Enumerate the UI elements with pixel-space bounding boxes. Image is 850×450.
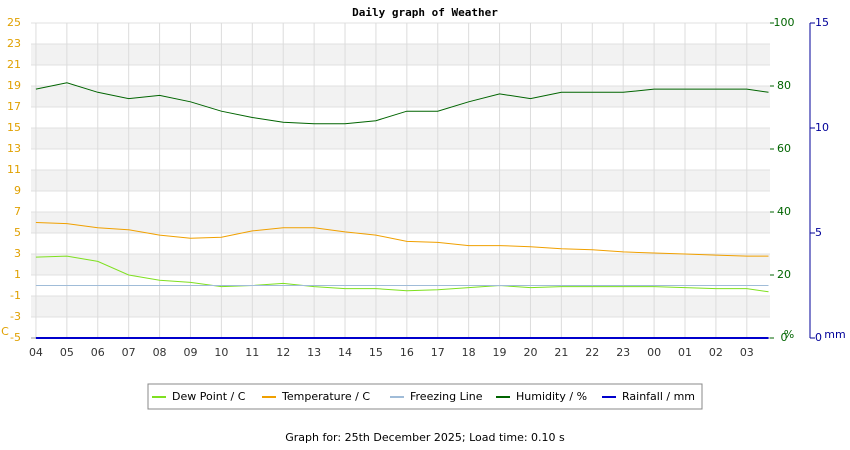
y2-axis-label: % <box>784 328 794 341</box>
y2-tick-label: 20 <box>777 268 791 281</box>
grid-band <box>31 254 770 275</box>
grid-band <box>31 86 770 107</box>
y3-tick-label: 10 <box>815 121 829 134</box>
y2-tick-label: 0 <box>781 331 788 344</box>
y-axis-label: C <box>1 325 9 338</box>
x-tick-label: 18 <box>462 346 476 359</box>
y-tick-label: 25 <box>7 16 21 29</box>
y-tick-label: 3 <box>14 247 21 260</box>
legend-label: Freezing Line <box>410 390 483 403</box>
y-tick-label: -3 <box>10 310 21 323</box>
x-tick-label: 11 <box>245 346 259 359</box>
y2-tick-label: 80 <box>777 79 791 92</box>
series-line <box>35 222 769 257</box>
x-tick-label: 04 <box>29 346 43 359</box>
y-tick-label: 1 <box>14 268 21 281</box>
x-tick-label: 13 <box>307 346 321 359</box>
x-tick-label: 17 <box>431 346 445 359</box>
chart-title: Daily graph of Weather <box>352 6 498 19</box>
grid-band <box>31 170 770 191</box>
x-tick-label: 05 <box>60 346 74 359</box>
grid-band <box>31 296 770 317</box>
series-line <box>35 255 769 293</box>
legend-label: Dew Point / C <box>172 390 246 403</box>
x-tick-label: 15 <box>369 346 383 359</box>
x-tick-label: 02 <box>709 346 723 359</box>
x-tick-label: 14 <box>338 346 352 359</box>
y-tick-label: 19 <box>7 79 21 92</box>
x-tick-label: 23 <box>616 346 630 359</box>
y-tick-label: 23 <box>7 37 21 50</box>
y2-tick-label: 100 <box>774 16 795 29</box>
y3-tick-label: 0 <box>815 331 822 344</box>
grid-band <box>31 44 770 65</box>
x-tick-label: 08 <box>153 346 167 359</box>
x-tick-label: 06 <box>91 346 105 359</box>
grid-band <box>31 128 770 149</box>
legend-label: Humidity / % <box>516 390 587 403</box>
footer: Graph for: 25th December 2025; Load time… <box>285 431 565 444</box>
y-tick-label: 9 <box>14 184 21 197</box>
x-tick-label: 12 <box>276 346 290 359</box>
y-tick-label: 7 <box>14 205 21 218</box>
x-tick-label: 07 <box>122 346 136 359</box>
x-tick-label: 01 <box>678 346 692 359</box>
y3-axis-label: mm <box>824 328 845 341</box>
y3-tick-label: 5 <box>815 226 822 239</box>
y-tick-label: -1 <box>10 289 21 302</box>
x-tick-label: 03 <box>740 346 754 359</box>
y-tick-label: 21 <box>7 58 21 71</box>
legend-label: Temperature / C <box>281 390 370 403</box>
series-line <box>35 82 769 125</box>
grid-band <box>31 212 770 233</box>
y3-tick-label: 15 <box>815 16 829 29</box>
y-tick-label: 17 <box>7 100 21 113</box>
x-tick-label: 16 <box>400 346 414 359</box>
x-tick-label: 09 <box>183 346 197 359</box>
x-tick-label: 22 <box>585 346 599 359</box>
y-tick-label: 5 <box>14 226 21 239</box>
x-tick-label: 00 <box>647 346 661 359</box>
y2-tick-label: 60 <box>777 142 791 155</box>
x-tick-label: 20 <box>523 346 537 359</box>
y2-tick-label: 40 <box>777 205 791 218</box>
x-tick-label: 19 <box>493 346 507 359</box>
y-tick-label: 11 <box>7 163 21 176</box>
x-tick-label: 10 <box>214 346 228 359</box>
y-tick-label: 13 <box>7 142 21 155</box>
x-tick-label: 21 <box>554 346 568 359</box>
y-tick-label: 15 <box>7 121 21 134</box>
legend-label: Rainfall / mm <box>622 390 695 403</box>
y-tick-label: -5 <box>10 331 21 344</box>
